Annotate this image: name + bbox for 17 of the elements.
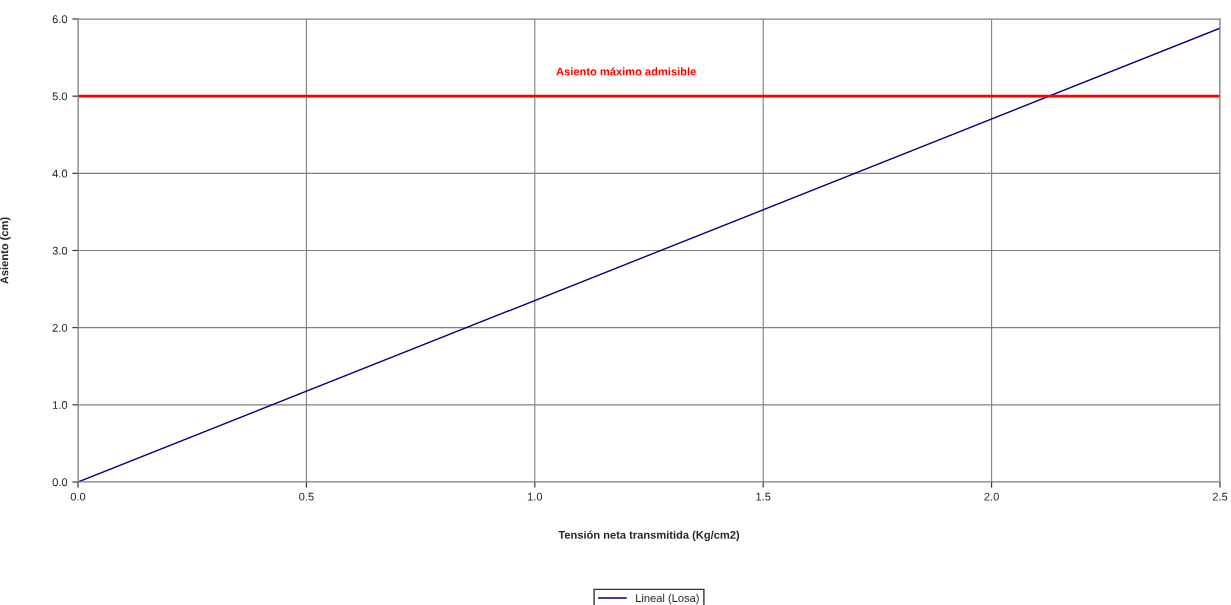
y-tick-label: 0.0 bbox=[52, 478, 68, 487]
y-tick-label: 2.0 bbox=[52, 323, 68, 332]
x-tick-label: 2.0 bbox=[984, 492, 999, 501]
y-axis-title: Asiento (cm) bbox=[0, 217, 11, 284]
y-tick-label: 4.0 bbox=[52, 169, 68, 178]
x-axis-title: Tensión neta transmitida (Kg/cm2) bbox=[558, 530, 740, 542]
y-tick-label: 3.0 bbox=[52, 246, 68, 255]
x-tick-label: 0.0 bbox=[70, 492, 86, 501]
x-tick-label: 1.0 bbox=[527, 492, 543, 501]
legend-label: Lineal (Losa) bbox=[636, 593, 699, 605]
x-tick-label: 1.5 bbox=[756, 492, 771, 501]
x-tick-label: 2.5 bbox=[1212, 492, 1228, 501]
y-tick-label: 6.0 bbox=[52, 15, 68, 24]
y-tick-label: 5.0 bbox=[52, 92, 68, 101]
y-tick-label: 1.0 bbox=[52, 401, 68, 409]
x-tick-label: 0.5 bbox=[299, 492, 314, 501]
ref-line-label: Asiento máximo admisible bbox=[556, 67, 696, 76]
